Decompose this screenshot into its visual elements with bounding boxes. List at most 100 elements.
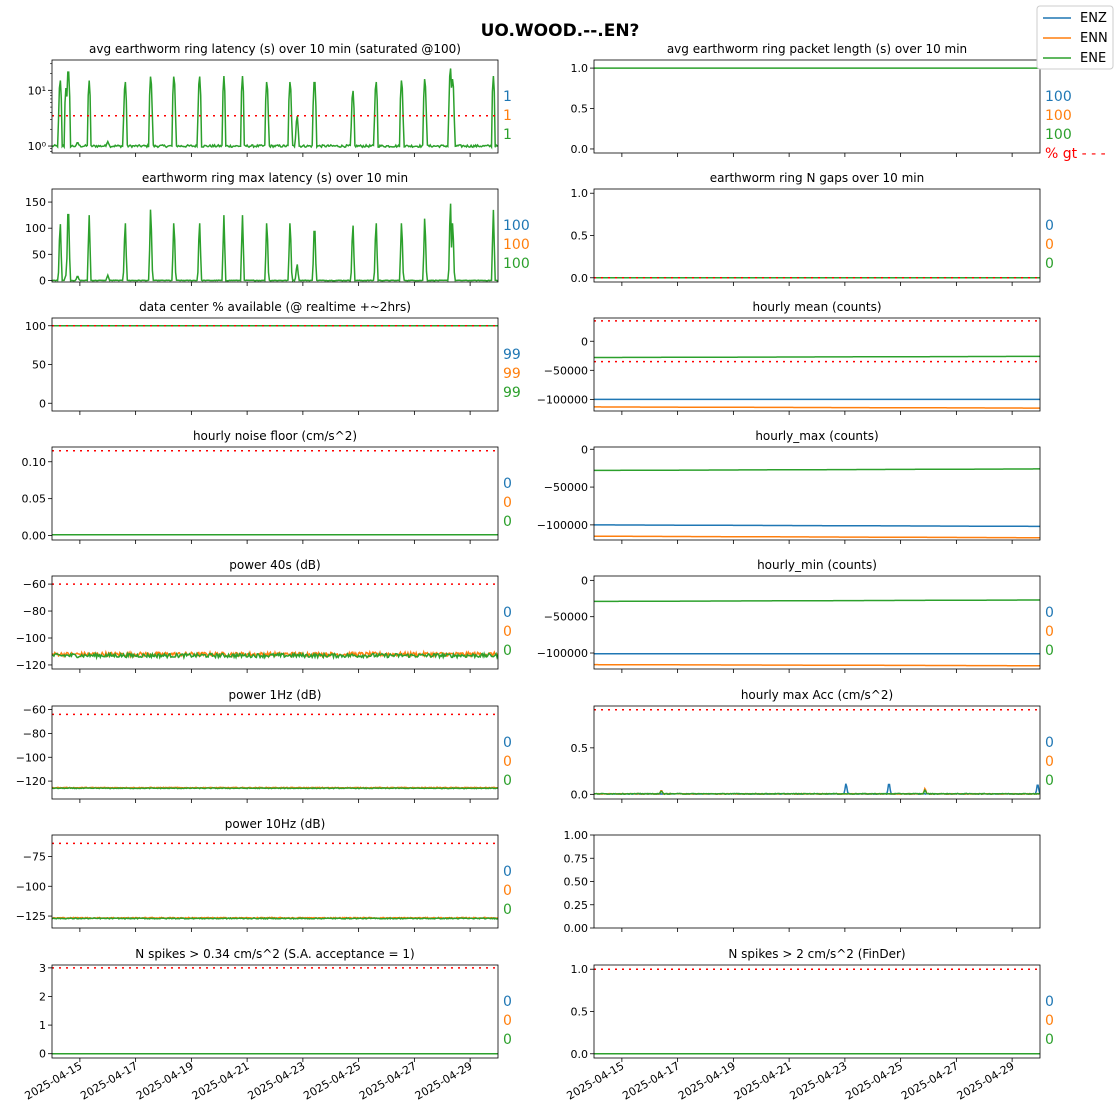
axes-frame <box>51 575 499 670</box>
figure-title: UO.WOOD.--.EN? <box>481 21 640 41</box>
y-tick-label: 0 <box>39 397 46 410</box>
panel-p10: hourly_min (counts) −100000 −50000 0 0 0 0 <box>537 558 1054 673</box>
y-tick-label: −50000 <box>544 364 588 377</box>
percent-annotation: 0 <box>1045 1032 1054 1048</box>
y-tick-label: −60 <box>23 578 46 591</box>
panel-title: hourly noise floor (cm/s^2) <box>193 429 357 443</box>
percent-annotation: 0 <box>503 994 512 1010</box>
y-tick-label: 0.5 <box>571 742 589 755</box>
percent-annotation: 0 <box>1045 237 1054 253</box>
percent-annotation: 0 <box>503 605 512 621</box>
axes-frame <box>593 317 1041 412</box>
panel-title: power 10Hz (dB) <box>225 817 326 831</box>
percent-annotation: 0 <box>503 476 512 492</box>
y-tick-label: −100 <box>16 880 46 893</box>
panel-p5: data center % available (@ realtime +~2h… <box>25 300 521 415</box>
y-tick-label: 0.5 <box>571 1006 589 1019</box>
percent-annotation: 0 <box>503 495 512 511</box>
percent-annotation: 0 <box>1045 1013 1054 1029</box>
y-tick-label: 0.00 <box>22 530 47 543</box>
y-tick-label: −80 <box>23 727 46 740</box>
y-tick-label: −75 <box>23 850 46 863</box>
y-tick-label: 0.0 <box>571 1048 589 1061</box>
axes-frame <box>51 446 499 541</box>
series-line-ene <box>52 651 498 661</box>
y-tick-label: 2 <box>39 990 46 1003</box>
panel-p14: 0.00 0.25 0.50 0.75 1.00 <box>564 829 1041 935</box>
series-line-ene <box>594 599 1040 603</box>
series-line-enn <box>594 535 1040 539</box>
y-tick-label: 0.00 <box>564 922 589 935</box>
y-tick-label: −120 <box>16 775 46 788</box>
y-tick-label: 1.0 <box>571 62 589 75</box>
legend-label-ene: ENE <box>1080 51 1106 66</box>
y-tick-label: 0.10 <box>22 456 47 469</box>
y-tick-label: 50 <box>32 359 46 372</box>
percent-annotation: 0 <box>503 514 512 530</box>
axes-frame <box>51 188 499 283</box>
percent-annotation: 0 <box>1045 994 1054 1010</box>
panel-p11: power 1Hz (dB) −120 −100 −80 −60 0 0 0 <box>16 688 512 803</box>
plot-area <box>594 783 1040 796</box>
y-tick-label: −80 <box>23 605 46 618</box>
percent-annotation: 0 <box>1045 256 1054 272</box>
y-tick-label: 0.05 <box>22 493 47 506</box>
axes-frame <box>51 834 499 929</box>
y-tick-label: 0 <box>581 335 588 348</box>
y-tick-label: 0.5 <box>571 103 589 116</box>
panel-title: earthworm ring max latency (s) over 10 m… <box>142 171 408 185</box>
panel-p4: earthworm ring N gaps over 10 min 0.0 0.5 1… <box>571 171 1054 286</box>
panel-title: hourly_max (counts) <box>755 429 878 443</box>
y-tick-label: −100000 <box>537 393 588 406</box>
series-line-enn <box>594 663 1040 667</box>
y-tick-label: 0.75 <box>564 852 589 865</box>
axes-frame <box>51 705 499 800</box>
y-tick-label: 0 <box>581 443 588 456</box>
plot-area <box>52 649 498 661</box>
panel-title: power 40s (dB) <box>229 558 320 572</box>
plot-area <box>594 468 1040 539</box>
percent-annotation: 99 <box>503 385 521 401</box>
percent-annotation: % gt - - - <box>1045 146 1106 162</box>
panel-p1: avg earthworm ring latency (s) over 10 m… <box>28 42 512 157</box>
series-line-ene <box>52 916 498 920</box>
plot-area <box>52 68 498 150</box>
y-tick-label: 150 <box>25 196 46 209</box>
percent-annotation: 100 <box>503 256 530 272</box>
panel-p7: hourly noise floor (cm/s^2) 0.00 0.05 0.10 0… <box>22 429 512 544</box>
y-tick-label: −120 <box>16 659 46 672</box>
axes-frame <box>51 59 499 154</box>
y-tick-label: 0.0 <box>571 272 589 285</box>
panel-p12: hourly max Acc (cm/s^2) 0.0 0.5 0 0 0 <box>571 688 1054 803</box>
percent-annotation: 0 <box>503 773 512 789</box>
y-tick-label: 10⁰ <box>28 140 47 153</box>
series-line-ene <box>594 468 1040 472</box>
percent-annotation: 1 <box>503 127 512 143</box>
y-tick-label: −50000 <box>544 611 588 624</box>
panel-p8: hourly_max (counts) −100000 −50000 0 <box>537 429 1041 544</box>
percent-annotation: 0 <box>503 735 512 751</box>
percent-annotation: 0 <box>1045 754 1054 770</box>
panel-title: hourly_min (counts) <box>757 558 877 572</box>
percent-annotation: 0 <box>1045 218 1054 234</box>
panel-p3: earthworm ring max latency (s) over 10 m… <box>25 171 530 287</box>
panel-p2: avg earthworm ring packet length (s) ove… <box>571 42 1106 162</box>
panel-p6: hourly mean (counts) −100000 −50000 0 <box>537 300 1041 415</box>
percent-annotation: 0 <box>1045 643 1054 659</box>
percent-annotation: 99 <box>503 347 521 363</box>
percent-annotation: 0 <box>1045 605 1054 621</box>
y-tick-label: −50000 <box>544 481 588 494</box>
panel-title: N spikes > 0.34 cm/s^2 (S.A. acceptance … <box>135 947 414 961</box>
y-tick-label: 0 <box>581 574 588 587</box>
percent-annotation: 1 <box>503 89 512 105</box>
y-tick-label: −100 <box>16 632 46 645</box>
series-line-ene <box>52 68 498 150</box>
percent-annotation: 0 <box>1045 773 1054 789</box>
legend-box <box>1036 5 1114 70</box>
series-line-ene <box>52 203 498 282</box>
percent-annotation: 100 <box>503 218 530 234</box>
axes-frame <box>51 964 499 1059</box>
y-tick-label: 0.25 <box>564 899 589 912</box>
plot-area <box>52 203 498 282</box>
panel-title: power 1Hz (dB) <box>229 688 322 702</box>
